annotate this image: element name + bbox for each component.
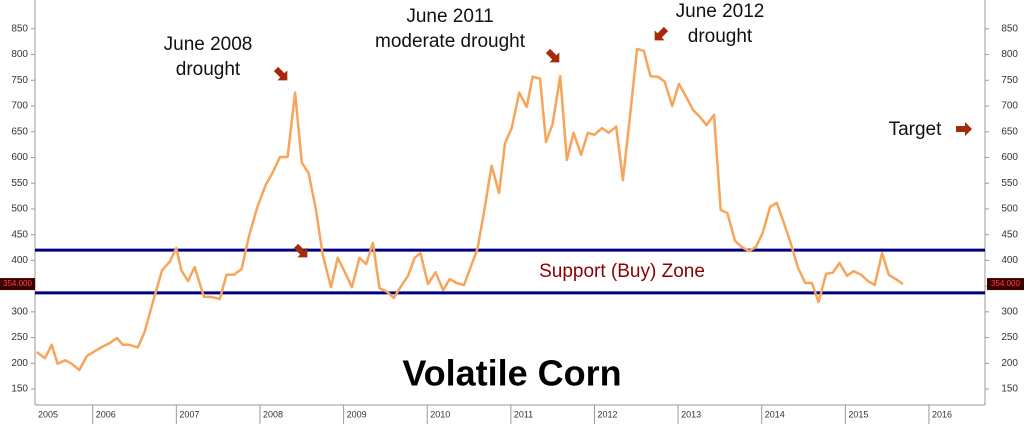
y2-tick-label: 750 xyxy=(1001,75,1018,86)
arrow-head xyxy=(956,122,972,136)
x-tick-label: 2013 xyxy=(681,409,701,419)
arrow xyxy=(956,122,972,136)
price-line xyxy=(35,47,904,372)
x-tick-label: 2007 xyxy=(179,409,199,419)
x-tick-label: 2014 xyxy=(765,409,785,419)
y2-tick-label: 300 xyxy=(1001,306,1018,317)
arrow-head xyxy=(545,48,560,63)
y-tick-label: 800 xyxy=(11,49,28,60)
y2-tick-label: 650 xyxy=(1001,126,1018,137)
y2-tick-label: 500 xyxy=(1001,204,1018,215)
x-tick-label: 2005 xyxy=(38,409,58,419)
x-tick-label: 2016 xyxy=(932,409,952,419)
y-tick-label: 150 xyxy=(11,384,28,395)
last-value-box xyxy=(987,278,1024,291)
x-tick-label: 2012 xyxy=(597,409,617,419)
y2-tick-label: 600 xyxy=(1001,152,1018,163)
annotation: drought xyxy=(688,26,753,47)
arrow-head xyxy=(654,26,669,41)
y-tick-label: 650 xyxy=(11,126,28,137)
x-tick-label: 2015 xyxy=(848,409,868,419)
y2-tick-label: 250 xyxy=(1001,332,1018,343)
y-tick-label: 850 xyxy=(11,23,28,34)
y-tick-label: 200 xyxy=(11,358,28,369)
last-value-label: 354.000 xyxy=(991,279,1020,288)
annotation: June 2011 xyxy=(406,6,493,27)
y2-tick-label: 550 xyxy=(1001,178,1018,189)
y-tick-label: 700 xyxy=(11,101,28,112)
arrow xyxy=(293,243,308,258)
y2-tick-label: 850 xyxy=(1001,23,1018,34)
chart-title: Volatile Corn xyxy=(402,353,621,394)
annotation: drought xyxy=(176,59,241,80)
x-tick-label: 2011 xyxy=(514,409,533,419)
y-tick-label: 450 xyxy=(11,229,28,240)
y-tick-label: 300 xyxy=(11,306,28,317)
y2-tick-label: 700 xyxy=(1001,101,1018,112)
y2-tick-label: 200 xyxy=(1001,358,1018,369)
x-tick-label: 2009 xyxy=(347,409,367,419)
y-tick-label: 550 xyxy=(11,178,28,189)
annotation: moderate drought xyxy=(375,31,526,52)
y2-tick-label: 450 xyxy=(1001,229,1018,240)
annotation: June 2012 xyxy=(676,1,765,22)
annotation: June 2008 xyxy=(164,34,253,55)
y-tick-label: 400 xyxy=(11,255,28,266)
y-tick-label: 250 xyxy=(11,332,28,343)
last-value-label: 354.000 xyxy=(3,279,32,288)
y2-tick-label: 800 xyxy=(1001,49,1018,60)
y-tick-label: 600 xyxy=(11,152,28,163)
arrow-head xyxy=(273,66,288,81)
y2-tick-label: 400 xyxy=(1001,255,1018,266)
arrow-head xyxy=(293,243,308,258)
annotation: Target xyxy=(889,119,943,140)
y2-tick-label: 150 xyxy=(1001,384,1018,395)
x-tick-label: 2006 xyxy=(96,409,116,419)
zone-label: Support (Buy) Zone xyxy=(539,261,705,282)
x-tick-label: 2008 xyxy=(263,409,283,419)
last-value-box xyxy=(0,278,35,291)
x-tick-label: 2010 xyxy=(430,409,450,419)
y-tick-label: 750 xyxy=(11,75,28,86)
y-tick-label: 500 xyxy=(11,204,28,215)
arrow xyxy=(545,48,560,63)
arrow xyxy=(654,26,669,41)
arrow xyxy=(273,66,288,81)
